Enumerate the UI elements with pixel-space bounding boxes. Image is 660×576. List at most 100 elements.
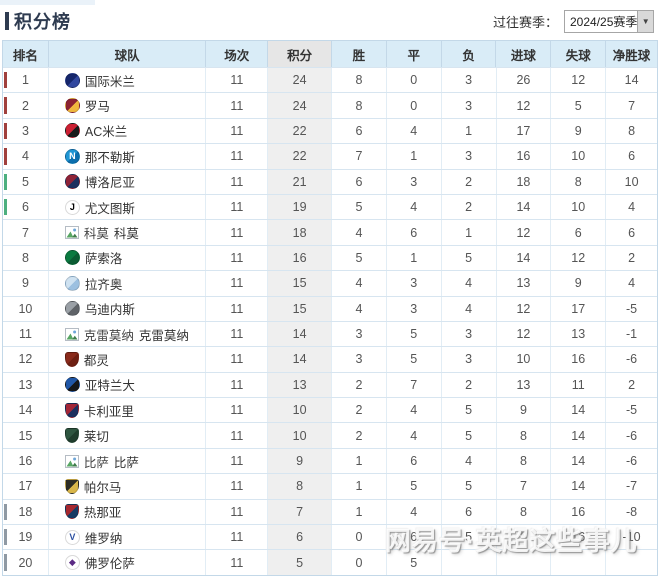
team-logo-icon [64,301,80,317]
qualification-bar [4,173,7,190]
column-header-points[interactable]: 积分 [268,41,332,67]
team-cell[interactable]: 都灵 [49,347,207,372]
goal-diff-cell: 6 [628,149,636,164]
team-logo-icon: N [64,148,80,164]
goals-for-cell: 12 [497,296,552,321]
top-edge-strip [0,0,95,5]
team-cell[interactable]: 克雷莫纳 克雷莫纳 [49,321,207,347]
team-cell[interactable]: ◆ 佛罗伦萨 [49,550,207,575]
points-cell: 21 [268,169,333,194]
rank-number: 18 [18,504,33,519]
table-row: 10 乌迪内斯 11 15 4 3 4 12 17 -5 [3,295,657,321]
points-cell: 10 [268,423,333,448]
goal-diff-cell: -5 [626,403,638,418]
team-cell[interactable]: N 那不勒斯 [49,144,207,169]
goals-for-cell: 8 [497,499,552,525]
team-cell[interactable]: 国际米兰 [49,68,207,93]
team-logo-icon [64,72,80,88]
column-header-team[interactable]: 球队 [49,41,207,67]
points-cell: 16 [268,245,333,271]
team-name: 佛罗伦萨 [84,557,135,572]
rank-cell: 4 [3,144,49,169]
table-row: 18 热那亚 11 7 1 4 6 8 16 -8 [3,498,657,525]
rank-cell: 3 [3,118,49,144]
draw-cell: 0 [387,93,442,118]
team-cell[interactable]: 亚特兰大 [49,372,207,398]
rank-cell: 8 [3,245,49,271]
played-cell: 11 [206,93,269,118]
table-row: 8 萨索洛 11 16 5 1 5 14 12 2 [3,244,657,271]
rank-number: 7 [21,225,29,240]
qualification-bar [4,554,7,571]
team-cell[interactable]: 卡利亚里 [49,398,207,423]
goal-diff-cell: -5 [626,301,638,316]
column-header-loss[interactable]: 负 [442,41,497,67]
season-selector: 过往赛季： 2024/25赛季 ▼ [493,9,654,33]
team-cell[interactable]: AC米兰 [49,118,207,144]
team-cell[interactable]: 科莫 科莫 [49,220,207,245]
column-header-goals-for[interactable]: 进球 [496,41,552,67]
goal-diff-cell [606,550,657,574]
team-name: 克雷莫纳 [138,328,189,343]
goals-for-cell: 14 [497,194,552,220]
played-cell: 11 [206,398,269,423]
column-header-goals-against[interactable]: 失球 [551,41,607,67]
column-header-goal-diff[interactable]: 净胜球 [612,48,651,63]
win-cell: 8 [332,93,387,118]
goals-against-cell: 5 [551,93,607,118]
draw-cell: 5 [387,474,442,499]
draw-cell: 4 [387,499,442,525]
team-logo-icon [64,402,79,418]
played-cell: 11 [206,296,269,321]
chevron-down-icon[interactable]: ▼ [637,10,653,32]
team-cell[interactable]: 热那亚 [49,499,207,525]
team-logo-icon [64,123,80,139]
goals-for-cell: 13 [497,271,552,296]
team-logo-icon: J [64,199,80,215]
rank-number: 20 [18,555,33,570]
win-cell: 8 [332,68,387,93]
team-name: 那不勒斯 [84,150,135,165]
column-header-win[interactable]: 胜 [332,41,387,67]
win-cell: 4 [332,220,387,245]
goals-for-cell: 18 [497,169,552,194]
team-cell[interactable]: V 维罗纳 [49,525,207,550]
team-name: 热那亚 [83,506,122,521]
rank-cell: 12 [3,347,49,372]
win-cell: 0 [332,550,387,575]
table-row: 19 V 维罗纳 11 6 0 6 5 6 16 -10 [3,524,657,550]
rank-number: 17 [18,479,33,494]
column-header-draw[interactable]: 平 [387,41,442,67]
played-cell: 11 [206,372,269,398]
played-cell: 11 [206,550,269,575]
team-cell[interactable]: 博洛尼亚 [49,169,207,194]
loss-cell: 1 [442,220,497,245]
logo-alt-text: 克雷莫纳 [83,328,134,343]
goals-against-cell: 17 [551,296,607,321]
team-cell[interactable]: 萨索洛 [49,245,207,271]
goals-for-cell: 16 [497,144,552,169]
team-logo-glyph: V [69,532,76,543]
team-cell[interactable]: 帕尔马 [49,474,207,499]
team-cell[interactable]: 乌迪内斯 [49,296,207,321]
team-cell[interactable]: 莱切 [49,423,207,448]
rank-number: 10 [18,301,33,316]
column-header-rank[interactable]: 排名 [3,41,49,67]
team-cell[interactable]: J 尤文图斯 [49,194,207,220]
table-row: 1 国际米兰 11 24 8 0 3 26 12 14 [3,67,657,93]
draw-cell: 6 [387,220,442,245]
team-cell[interactable]: 拉齐奥 [49,271,207,296]
team-cell[interactable]: 比萨 比萨 [49,448,207,474]
team-name: 都灵 [83,353,109,368]
goal-diff-cell: 14 [624,73,639,88]
column-header-played[interactable]: 场次 [206,41,269,67]
draw-cell: 1 [387,245,442,271]
rank-number: 13 [18,377,33,392]
table-row: 6 J 尤文图斯 11 19 5 4 2 14 10 4 [3,193,657,220]
goal-diff-cell: 6 [628,225,636,240]
season-select[interactable]: 2024/25赛季 ▼ [564,9,654,33]
team-cell[interactable]: 罗马 [49,93,207,118]
win-cell: 3 [332,347,387,372]
goals-for-cell: 17 [497,118,552,144]
win-cell: 6 [332,118,387,144]
